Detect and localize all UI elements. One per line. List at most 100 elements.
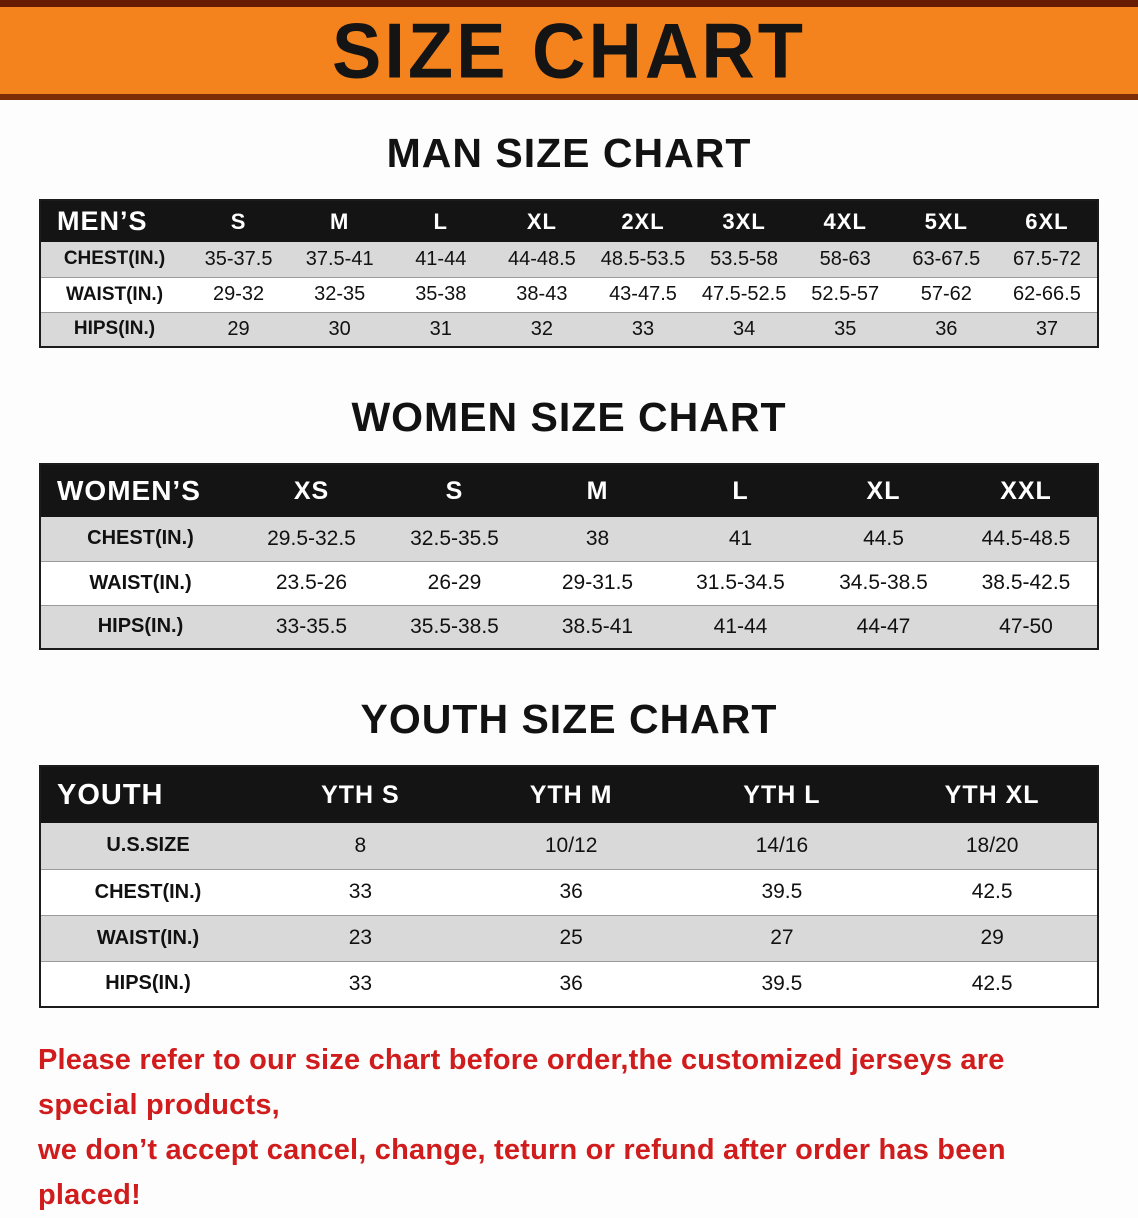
row-label: WAIST(IN.) [89,571,192,594]
size-value: 37 [1035,317,1059,340]
table-header-row: WOMEN’S XS S M L XL XXL [40,464,1098,517]
size-value: 8 [354,833,367,857]
size-value: 38.5-42.5 [981,571,1071,594]
size-value: 29-32 [212,283,265,305]
size-value: 44-48.5 [507,247,576,270]
table-title-cell: MEN’S [57,206,148,236]
size-value: 48.5-53.5 [600,247,686,270]
size-value: 36 [559,880,583,903]
size-value: 32 [530,317,553,340]
size-column-header: 2XL [621,208,665,234]
size-value: 29 [227,317,250,340]
sections-container: MAN SIZE CHART MEN’S S M L XL 2XL 3XL 4XL 5XL 6XL C… [0,130,1138,1008]
size-column-header: 4XL [823,208,867,234]
size-column-header: L [433,208,448,234]
size-value: 38-43 [516,283,568,305]
banner-title: SIZE CHART [332,6,806,94]
table-header-row: YOUTH YTH S YTH M YTH L YTH XL [40,766,1098,823]
size-value: 33-35.5 [275,614,348,638]
size-value: 23.5-26 [275,571,348,594]
size-value: 33 [348,971,373,995]
size-column-header: XL [866,476,901,505]
row-label: HIPS(IN.) [73,318,156,340]
size-value: 42.5 [971,971,1013,995]
size-value: 58-63 [819,247,871,270]
row-label: U.S.SIZE [106,834,190,857]
row-label: CHEST(IN.) [63,248,166,270]
size-value: 38 [585,526,610,550]
size-column-header: YTH L [743,780,821,809]
size-column-header: S [445,476,464,505]
table-row: CHEST(IN.) 29.5-32.5 32.5-35.5 38 41 44.5 44.5… [40,517,1098,561]
size-value: 47.5-52.5 [701,283,787,305]
size-value: 57-62 [920,283,972,305]
size-value: 52.5-57 [811,283,880,305]
size-value: 41-44 [713,614,768,638]
men-size-table: MEN’S S M L XL 2XL 3XL 4XL 5XL 6XL CHEST(IN.) 35-37… [39,199,1099,348]
row-label: CHEST(IN.) [87,527,194,550]
size-value: 43-47.5 [609,283,677,305]
section-heading-women: WOMEN SIZE CHART [351,394,787,440]
table-row: WAIST(IN.) 23 25 27 29 [40,915,1098,961]
note-line-2: we don’t accept cancel, change, teturn o… [38,1133,1006,1211]
size-value: 39.5 [761,880,803,903]
size-value: 14/16 [755,833,809,857]
size-column-header: YTH M [529,780,613,809]
footer-note: Please refer to our size chart before or… [38,1038,1100,1218]
size-value: 33 [631,317,655,340]
size-column-header: XXL [1000,476,1052,505]
size-column-header: YTH XL [944,780,1040,809]
row-label: HIPS(IN.) [97,615,184,638]
size-column-header: 5XL [924,208,968,234]
table-row: HIPS(IN.) 33-35.5 35.5-38.5 38.5-41 41-44 44-… [40,605,1098,649]
size-value: 31.5-34.5 [696,571,785,594]
table-title-cell: WOMEN’S [57,475,201,506]
table-row: U.S.SIZE 8 10/12 14/16 18/20 [40,823,1098,869]
row-label: WAIST(IN.) [96,926,200,949]
size-value: 38.5-41 [561,614,634,638]
table-row: WAIST(IN.) 23.5-26 26-29 29-31.5 31.5-34.5 34… [40,561,1098,605]
size-value: 44-47 [856,614,911,638]
size-value: 39.5 [761,971,803,995]
size-value: 32.5-35.5 [410,526,499,550]
size-value: 33 [348,880,373,903]
size-value: 36 [935,317,958,340]
size-value: 27 [770,926,794,949]
size-value: 41-44 [415,247,467,270]
table-row: HIPS(IN.) 33 36 39.5 42.5 [40,961,1098,1007]
size-value: 34 [732,317,756,340]
banner: SIZE CHART [0,0,1138,100]
section-heading-men: MAN SIZE CHART [386,130,752,176]
section-heading-youth: YOUTH SIZE CHART [360,696,778,742]
size-column-header: M [330,208,350,234]
size-value: 44.5 [863,526,904,550]
table-header-row: MEN’S S M L XL 2XL 3XL 4XL 5XL 6XL [40,200,1098,242]
table-title-cell: YOUTH [57,778,164,811]
size-value: 18/20 [965,833,1019,857]
size-column-header: XL [526,208,557,234]
size-value: 44.5-48.5 [981,526,1071,550]
size-value: 42.5 [971,880,1013,903]
size-chart-sections: MAN SIZE CHART MEN’S S M L XL 2XL 3XL 4XL 5XL 6XL C… [0,130,1138,1008]
table-row: WAIST(IN.) 29-32 32-35 35-38 38-43 43-47.5 47.… [40,277,1098,312]
table-row: HIPS(IN.) 29 30 31 32 33 34 35 36 37 [40,312,1098,347]
size-value: 25 [559,926,583,949]
size-column-header: 3XL [722,208,766,234]
size-value: 32-35 [314,283,366,305]
size-value: 29 [980,926,1004,949]
size-value: 29-31.5 [561,571,634,594]
row-label: CHEST(IN.) [94,880,202,903]
size-column-header: S [230,208,247,234]
size-value: 34.5-38.5 [839,571,928,594]
size-value: 63-67.5 [912,247,981,270]
table-row: CHEST(IN.) 33 36 39.5 42.5 [40,869,1098,915]
size-value: 47-50 [999,614,1053,638]
size-value: 53.5-58 [710,247,779,270]
size-column-header: YTH S [321,780,400,809]
note-line-1: Please refer to our size chart before or… [38,1044,1005,1121]
size-value: 35 [834,317,857,340]
size-column-header: XS [293,476,330,505]
size-value: 41 [728,526,753,550]
row-label: WAIST(IN.) [65,283,164,305]
